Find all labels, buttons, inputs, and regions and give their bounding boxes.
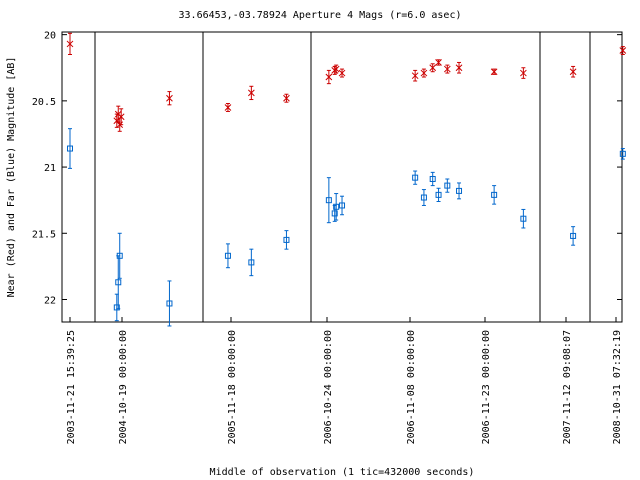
data-point-x: [520, 69, 527, 77]
data-point-square: [456, 187, 463, 194]
data-point-square: [224, 252, 231, 259]
data-point-square: [67, 145, 73, 152]
data-point-x: [117, 113, 125, 121]
y-axis-label: Near (Red) and Far (Blue) Magnitude [AB]: [6, 57, 17, 298]
data-point-square: [619, 150, 626, 157]
data-point-square: [444, 182, 451, 189]
data-point-square: [283, 236, 290, 243]
data-point-x: [569, 68, 577, 76]
data-point-square: [325, 197, 332, 204]
data-point-x: [332, 65, 340, 73]
data-point-square: [248, 259, 255, 266]
data-point-x: [420, 69, 428, 77]
data-point-square: [115, 279, 122, 286]
data-point-x: [224, 104, 232, 111]
y-tick-label: 21.5: [32, 229, 56, 240]
data-point-square: [339, 202, 346, 209]
chart-title: 33.66453,-03.78924 Aperture 4 Mags (r=6.…: [179, 10, 462, 21]
near-red-series: [66, 32, 627, 132]
data-point-square: [570, 232, 577, 239]
data-point-square: [333, 203, 340, 210]
y-tick-label: 20.5: [32, 97, 56, 108]
data-point-x: [283, 94, 290, 102]
x-tick-label: 2006-10-24 00:00:00: [323, 330, 334, 444]
data-point-x: [429, 64, 437, 72]
data-point-square: [520, 215, 527, 222]
data-point-square: [429, 175, 436, 182]
data-point-x: [325, 73, 333, 81]
data-point-x: [166, 94, 173, 102]
data-point-x: [66, 40, 74, 48]
data-point-square: [166, 300, 173, 307]
data-point-x: [490, 68, 498, 76]
x-tick-label: 2008-10-31 07:32:19: [612, 330, 623, 444]
y-tick-label: 20: [44, 31, 56, 42]
data-point-x: [247, 89, 255, 97]
data-point-square: [412, 174, 419, 181]
x-tick-label: 2006-11-08 00:00:00: [406, 330, 417, 444]
data-point-square: [420, 194, 427, 201]
data-point-x: [619, 47, 627, 54]
plot-frame: [61, 31, 623, 323]
x-tick-label: 2006-11-23 00:00:00: [481, 330, 492, 444]
x-tick-label: 2004-10-19 00:00:00: [118, 330, 129, 444]
data-point-square: [491, 191, 498, 198]
y-tick-label: 22: [44, 295, 56, 306]
x-axis-label: Middle of observation (1 tic=432000 seco…: [210, 467, 475, 478]
x-tick-label: 2005-11-18 00:00:00: [227, 330, 238, 444]
data-point-x: [443, 65, 451, 73]
x-axis: 2003-11-21 15:39:25 2004-10-19 00:00:00 20…: [66, 317, 623, 444]
y-tick-label: 21: [44, 163, 56, 174]
segment-separators: [94, 32, 591, 322]
data-point-square: [331, 210, 338, 217]
data-point-x: [411, 72, 419, 80]
data-point-x: [338, 69, 346, 77]
far-blue-series: [67, 128, 626, 327]
data-point-square: [435, 191, 442, 198]
y-axis: 20 20.5 21 21.5 22: [32, 31, 622, 306]
x-tick-label: 2007-11-12 09:08:07: [562, 330, 573, 444]
data-point-x: [435, 59, 442, 66]
x-tick-label: 2003-11-21 15:39:25: [66, 330, 77, 444]
data-point-square: [113, 304, 120, 311]
data-point-x: [455, 64, 463, 72]
data-point-square: [116, 252, 123, 259]
